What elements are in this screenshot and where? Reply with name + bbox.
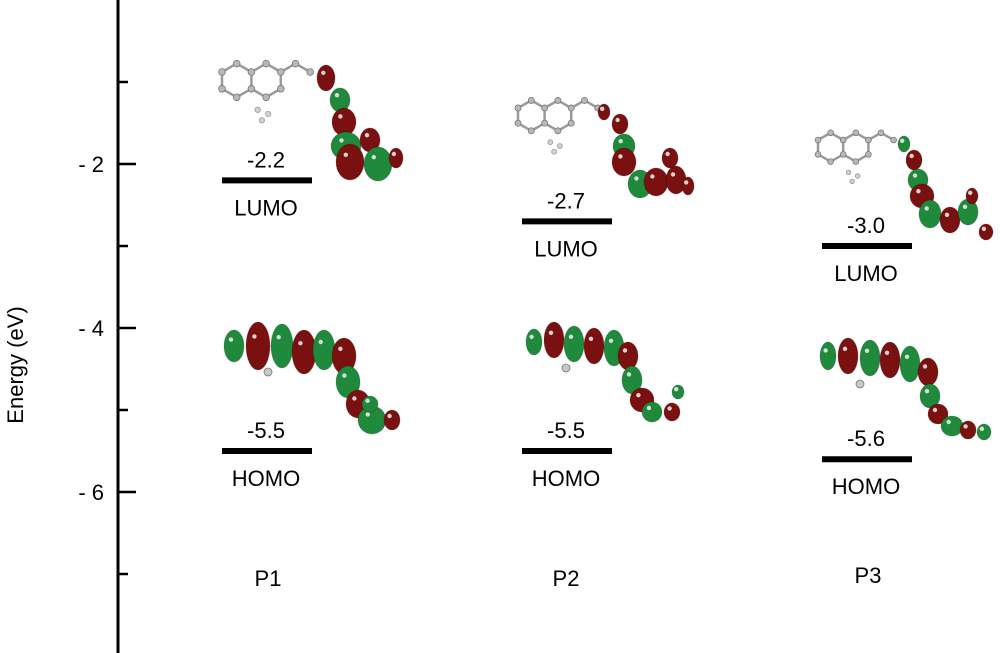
atom-dot xyxy=(561,363,571,373)
lumo-label: LUMO xyxy=(534,236,598,261)
homo-value: -5.6 xyxy=(847,426,885,451)
atom-dot xyxy=(263,367,273,377)
homo-label: HOMO xyxy=(232,466,300,491)
molecule-p1-lumo xyxy=(218,59,314,124)
compound-label: P2 xyxy=(553,566,580,591)
y-tick-label: - 4 xyxy=(78,316,104,341)
orbital-p3-homo xyxy=(819,337,992,441)
molecule-p3-lumo xyxy=(814,129,897,185)
orbital-p3-lumo xyxy=(897,135,994,241)
compound-label: P1 xyxy=(255,566,282,591)
orbital-p1-lumo xyxy=(316,64,404,182)
lumo-value: -2.7 xyxy=(547,188,585,213)
compound-label: P3 xyxy=(855,563,882,588)
homo-value: -5.5 xyxy=(247,418,285,443)
orbital-p1-homo xyxy=(223,321,401,435)
atom-dot xyxy=(855,379,865,389)
y-axis-label: Energy (eV) xyxy=(3,306,28,424)
homo-label: HOMO xyxy=(532,466,600,491)
lumo-label: LUMO xyxy=(234,195,298,220)
orbital-p2-homo xyxy=(525,321,685,423)
lumo-value: -3.0 xyxy=(847,213,885,238)
homo-label: HOMO xyxy=(832,474,900,499)
y-tick-label: - 2 xyxy=(78,152,104,177)
homo-value: -5.5 xyxy=(547,418,585,443)
orbital-p2-lumo xyxy=(597,103,695,199)
y-tick-label: - 6 xyxy=(78,480,104,505)
lumo-value: -2.2 xyxy=(247,147,285,172)
molecule-p2-lumo xyxy=(514,96,602,155)
lumo-label: LUMO xyxy=(834,261,898,286)
